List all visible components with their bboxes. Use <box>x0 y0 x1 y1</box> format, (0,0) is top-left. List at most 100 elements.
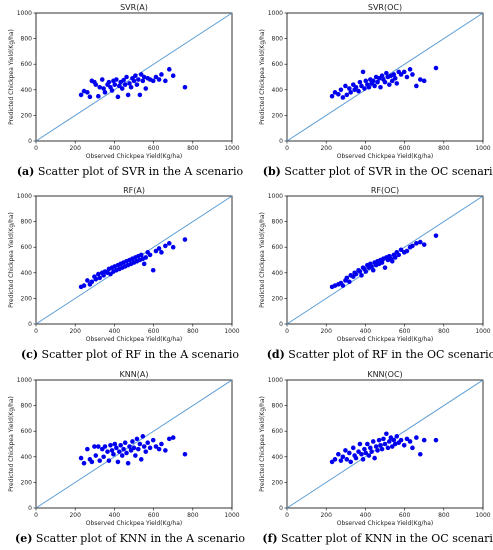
data-point <box>421 437 427 443</box>
data-point <box>121 77 126 83</box>
data-point <box>150 437 156 443</box>
data-point <box>122 440 128 446</box>
data-point <box>338 458 344 463</box>
data-point <box>159 441 164 447</box>
data-point <box>156 446 162 452</box>
y-axis-label: Predicted Chickpea Yield(Kg/ha) <box>259 396 266 492</box>
data-point <box>153 74 159 80</box>
x-axis-label: Observed Chickpea Yield(Kg/ha) <box>86 520 183 527</box>
data-point <box>417 77 423 82</box>
data-point <box>379 73 385 79</box>
y-tick-label: 0 <box>279 138 283 145</box>
data-point <box>145 440 151 446</box>
panel-caption: (b) Scatter plot of SVR in the OC scenar… <box>263 165 493 178</box>
data-point <box>404 436 410 442</box>
data-point <box>93 453 99 458</box>
data-point <box>119 86 125 91</box>
data-point <box>125 460 131 466</box>
data-point <box>134 82 140 87</box>
data-point <box>81 283 87 288</box>
y-tick-label: 600 <box>272 244 284 251</box>
y-tick-label: 400 <box>21 270 33 277</box>
x-axis-label: Observed Chickpea Yield(Kg/ha) <box>337 336 434 343</box>
data-point <box>163 243 168 249</box>
data-point <box>102 444 108 449</box>
data-point <box>141 261 147 267</box>
data-point <box>89 459 95 465</box>
data-point <box>122 82 128 87</box>
data-point <box>101 273 106 278</box>
data-point <box>111 451 116 457</box>
x-tick-label: 600 <box>148 512 160 519</box>
data-point <box>153 248 159 254</box>
x-tick-label: 400 <box>360 512 372 519</box>
data-point <box>384 431 389 437</box>
data-point <box>336 451 341 457</box>
data-point <box>140 434 146 439</box>
caption-text: Scatter plot of SVR in the OC scenario <box>281 165 493 178</box>
data-point <box>414 435 419 440</box>
data-point <box>87 94 93 100</box>
data-point <box>404 74 410 80</box>
data-point <box>385 445 391 451</box>
data-point <box>78 455 84 461</box>
data-point <box>366 453 372 458</box>
data-point <box>340 454 346 460</box>
data-point <box>433 437 439 443</box>
data-point <box>182 451 188 457</box>
y-axis-label: Predicted Chickpea Yield(Kg/ha) <box>259 212 266 308</box>
x-axis-label: Observed Chickpea Yield(Kg/ha) <box>86 336 183 343</box>
data-point <box>118 442 123 448</box>
data-point <box>357 79 363 85</box>
data-point <box>96 444 101 449</box>
data-point <box>125 92 131 98</box>
data-point <box>410 72 415 77</box>
data-point <box>350 445 356 451</box>
chart-panel: SVR(A) 0 200 400 600 800 1000 0 200 400 600 800 1000… <box>8 3 244 178</box>
data-point <box>379 260 385 265</box>
data-point <box>347 450 352 456</box>
data-point <box>401 69 407 75</box>
y-tick-label: 0 <box>28 138 32 145</box>
data-point <box>108 442 113 448</box>
data-point <box>366 84 372 90</box>
data-point <box>401 442 407 448</box>
x-axis-label: Observed Chickpea Yield(Kg/ha) <box>337 153 434 160</box>
y-tick-label: 800 <box>272 219 284 226</box>
data-point <box>115 94 121 100</box>
data-point <box>347 86 352 91</box>
y-axis-label: Predicted Chickpea Yield(Kg/ha) <box>8 396 15 492</box>
chart-panel: SVR(OC) 0 200 400 600 800 1000 0 200 400 600 800 100… <box>259 3 493 178</box>
panel-caption: (c) Scatter plot of RF in the A scenario <box>21 348 239 361</box>
y-axis-label: Predicted Chickpea Yield(Kg/ha) <box>259 29 266 125</box>
data-point <box>369 264 374 269</box>
data-point <box>392 75 398 81</box>
data-point <box>392 255 398 260</box>
data-point <box>348 459 354 465</box>
data-point <box>163 78 168 84</box>
data-point <box>417 239 423 245</box>
data-point <box>360 457 366 462</box>
y-tick-label: 200 <box>272 479 284 486</box>
data-point <box>99 77 105 82</box>
data-point <box>143 449 149 454</box>
chart-panel: KNN(A) 0 200 400 600 800 1000 0 200 400 600 800 1000… <box>8 370 245 545</box>
data-point <box>392 441 398 447</box>
data-point <box>131 445 137 451</box>
data-point <box>356 88 361 94</box>
data-point <box>329 93 335 99</box>
y-tick-label: 800 <box>21 403 33 410</box>
data-point <box>141 444 147 449</box>
panel-caption: (e) Scatter plot of KNN in the A scenari… <box>15 532 245 545</box>
data-point <box>368 445 373 451</box>
data-point <box>387 82 392 87</box>
x-tick-label: 0 <box>285 145 289 152</box>
x-axis-label: Observed Chickpea Yield(Kg/ha) <box>337 520 434 527</box>
data-point <box>370 267 376 273</box>
x-tick-label: 800 <box>187 512 199 519</box>
caption-text: Scatter plot of SVR in the A scenario <box>34 165 243 178</box>
data-point <box>332 457 338 462</box>
x-tick-label: 600 <box>399 145 411 152</box>
data-point <box>394 81 400 86</box>
data-point <box>119 453 125 458</box>
